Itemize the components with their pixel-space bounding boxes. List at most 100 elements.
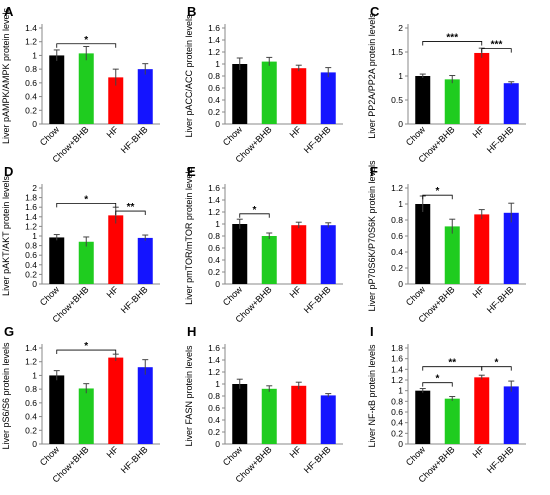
significance-label: *** (491, 40, 503, 51)
x-tick-label: HF (288, 124, 304, 140)
y-tick-label: 0 (32, 279, 37, 289)
y-tick-label: 1.4 (208, 355, 220, 365)
y-tick-label: 0.6 (25, 398, 37, 408)
bar (137, 237, 153, 284)
x-tick-label: Chow (38, 284, 62, 308)
y-tick-label: 1.6 (208, 343, 220, 353)
panel-letter: I (370, 324, 374, 339)
y-axis-label: Liver PP2A/PP2A protein levels (367, 13, 377, 139)
bar (49, 237, 65, 284)
x-tick-label: Chow (38, 444, 62, 468)
y-tick-label: 0.8 (208, 391, 220, 401)
y-tick-label: 0 (215, 119, 220, 129)
y-axis-label: Liver pP70S6K/P70S6K protein levels (367, 160, 377, 312)
y-axis-label: Liver pAMPK/AMPK protein levels (1, 7, 11, 144)
significance-bracket (239, 213, 270, 218)
significance-bracket (115, 210, 146, 216)
y-tick-label: 1.2 (391, 375, 403, 385)
bar (78, 53, 94, 124)
y-tick-label: 1 (32, 370, 37, 380)
y-tick-label: 1.4 (208, 195, 220, 205)
y-tick-label: 1.5 (391, 47, 403, 57)
y-tick-label: 0.6 (208, 243, 220, 253)
significance-label: * (84, 341, 88, 352)
x-tick-label: HF-BHB (302, 444, 333, 475)
bar (291, 225, 307, 284)
significance-label: *** (446, 32, 458, 43)
y-tick-label: 0.4 (208, 415, 220, 425)
bar (474, 52, 490, 124)
y-tick-label: 1.2 (208, 367, 220, 377)
bar (291, 68, 307, 124)
x-tick-label: Chow (221, 124, 245, 148)
y-tick-label: 0.6 (25, 250, 37, 260)
x-tick-label: Chow (404, 124, 428, 148)
significance-label: * (253, 205, 257, 216)
x-tick-label: HF (105, 124, 121, 140)
x-tick-label: HF-BHB (485, 124, 516, 155)
bar (415, 76, 431, 124)
bar (137, 69, 153, 124)
y-tick-label: 1.2 (25, 221, 37, 231)
y-tick-label: 0.6 (391, 407, 403, 417)
x-tick-label: HF (105, 284, 121, 300)
bar (291, 385, 307, 444)
y-tick-label: 1.4 (25, 23, 37, 33)
y-tick-label: 1 (215, 59, 220, 69)
significance-label: * (436, 374, 440, 385)
x-tick-label: HF-BHB (302, 124, 333, 155)
x-tick-label: HF (105, 444, 121, 460)
bar (320, 72, 336, 124)
significance-label: ** (448, 358, 456, 369)
x-tick-label: HF-BHB (302, 284, 333, 315)
significance-label: * (84, 35, 88, 46)
y-axis-label: Liver pS6/S6 protein levels (1, 342, 11, 450)
panel-G: G Liver pS6/S6 protein levels 0 0.2 0.4 0.6 0.… (1, 324, 160, 484)
y-tick-label: 0.4 (25, 260, 37, 270)
y-tick-label: 0.8 (208, 71, 220, 81)
y-tick-label: 2 (32, 183, 37, 193)
x-tick-label: HF (471, 284, 487, 300)
y-tick-label: 0.8 (25, 241, 37, 251)
y-tick-label: 0.4 (25, 412, 37, 422)
x-tick-label: HF-BHB (485, 444, 516, 475)
y-tick-label: 1.8 (25, 193, 37, 203)
y-tick-label: 0.2 (208, 107, 220, 117)
bar (78, 388, 94, 444)
y-tick-label: 1.4 (25, 212, 37, 222)
bar (49, 375, 65, 444)
y-tick-label: 0.4 (391, 418, 403, 428)
y-axis-label: Liver pmTOR/mTOR protein levels (184, 167, 194, 305)
y-tick-label: 1.4 (391, 364, 403, 374)
bar (444, 398, 460, 444)
y-tick-label: 1 (398, 71, 403, 81)
significance-bracket (56, 349, 117, 355)
significance-bracket (56, 43, 117, 48)
panel-H: H Liver FASN protein levels 0 0.2 0.4 0.6 0.8 1… (184, 324, 343, 484)
y-tick-label: 0.8 (25, 64, 37, 74)
y-tick-label: 0.2 (208, 267, 220, 277)
x-tick-label: Chow (38, 124, 62, 148)
bar (261, 388, 277, 444)
bar (261, 61, 277, 124)
bar (78, 241, 94, 284)
bar (108, 77, 124, 124)
y-axis-label: Liver FASN protein levels (184, 345, 194, 447)
y-tick-label: 0.6 (25, 78, 37, 88)
y-tick-label: 0.4 (25, 92, 37, 102)
y-tick-label: 1 (215, 219, 220, 229)
y-tick-label: 1.4 (208, 35, 220, 45)
y-tick-label: 1.2 (25, 357, 37, 367)
x-tick-label: HF-BHB (485, 284, 516, 315)
y-tick-label: 0.2 (391, 428, 403, 438)
bar (474, 377, 490, 444)
bar (232, 64, 248, 124)
y-tick-label: 1.6 (25, 202, 37, 212)
panel-letter: C (370, 4, 380, 19)
x-tick-label: HF (471, 444, 487, 460)
y-tick-label: 1 (32, 50, 37, 60)
x-tick-label: Chow (404, 444, 428, 468)
y-tick-label: 0.5 (391, 95, 403, 105)
